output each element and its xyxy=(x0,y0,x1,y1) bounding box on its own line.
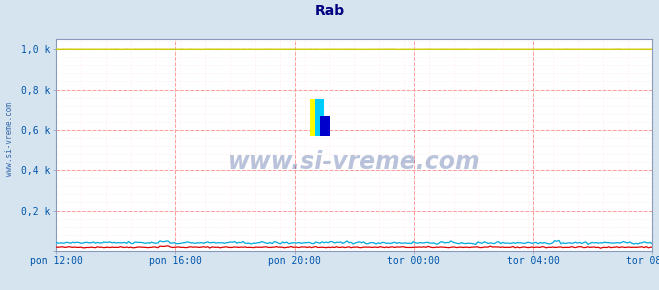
Text: www.si-vreme.com: www.si-vreme.com xyxy=(228,150,480,174)
Text: Rab: Rab xyxy=(314,4,345,18)
Text: www.si-vreme.com: www.si-vreme.com xyxy=(5,102,14,176)
